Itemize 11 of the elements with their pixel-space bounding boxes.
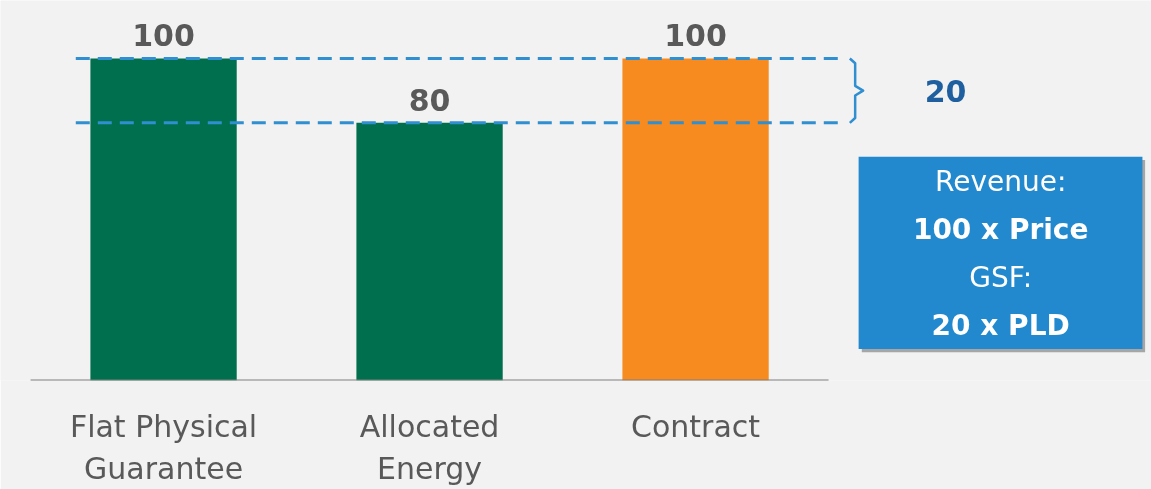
text: 100 x Price — [912, 213, 1089, 247]
text: 20 — [924, 73, 967, 109]
text: GSF: — [969, 261, 1033, 295]
text: 20 x PLD — [931, 309, 1070, 343]
x-tick-label: Contract — [631, 408, 761, 444]
x-tick-label: Flat Physical Guarantee — [69, 408, 258, 486]
data-label: 80 — [408, 82, 451, 118]
text: Revenue: — [934, 165, 1067, 199]
x-tick-label: Allocated Energy — [359, 408, 500, 486]
data-label: 100 — [664, 18, 727, 54]
data-label: 100 — [132, 18, 195, 54]
